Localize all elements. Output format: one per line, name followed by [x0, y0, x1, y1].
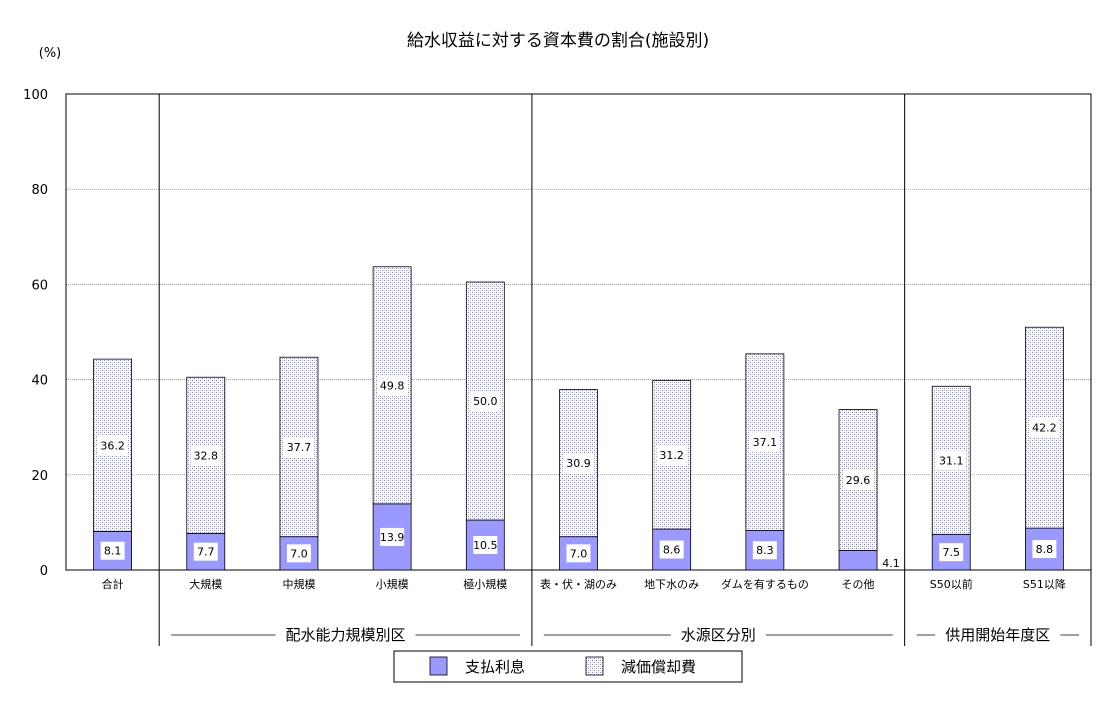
value-label-interest: 8.1	[104, 545, 122, 558]
legend-label-depreciation: 減価償却費	[621, 658, 696, 676]
bar-interest	[931, 533, 971, 571]
value-label-interest: 8.6	[663, 544, 681, 557]
value-label-bg	[843, 470, 874, 491]
value-label-depreciation: 30.9	[566, 457, 591, 470]
x-tick-label: 地下水のみ	[644, 578, 699, 591]
value-label-bg	[283, 436, 314, 457]
value-label-bg	[190, 445, 221, 466]
x-tick-label: 小規模	[376, 577, 409, 591]
value-label-bg	[939, 543, 964, 562]
value-label-interest: 8.8	[1036, 543, 1054, 556]
value-label-depreciation: 31.2	[659, 449, 684, 462]
y-tick-label: 20	[31, 469, 48, 484]
value-label-depreciation: 36.2	[100, 439, 125, 452]
bar-interest	[838, 550, 878, 571]
value-label-depreciation: 50.0	[473, 395, 498, 408]
value-label-interest: 4.1	[882, 557, 900, 570]
group-label: 水源区分別	[681, 626, 756, 644]
chart-title: 給水収益に対する資本費の割合(施設別)	[407, 31, 709, 51]
x-tick-label: 表・伏・湖のみ	[540, 577, 617, 591]
legend-swatch-interest	[429, 656, 448, 676]
legend-box	[393, 650, 743, 683]
value-label-bg	[1032, 540, 1057, 559]
y-tick-label: 100	[23, 88, 48, 103]
value-label-interest: 7.0	[290, 547, 308, 560]
y-tick-label: 80	[31, 183, 48, 198]
value-label-depreciation: 29.6	[846, 474, 871, 487]
value-label-depreciation: 37.7	[287, 441, 312, 454]
group-labels: 配水能力規模別区 水源区分別 供用開始年度区	[171, 626, 1079, 644]
bars	[93, 266, 1064, 571]
x-tick-label: ダムを有するもの	[721, 577, 809, 591]
legend: 支払利息 減価償却費	[393, 650, 743, 683]
value-label-depreciation: 37.1	[753, 436, 778, 449]
group-label: 供用開始年度区	[945, 626, 1050, 644]
y-tick-label: 0	[40, 564, 48, 579]
value-label-interest: 10.5	[473, 539, 498, 552]
x-tick-label: その他	[842, 578, 875, 591]
value-label-bg	[193, 542, 218, 561]
y-axis: 0 20 40 60 80 100	[23, 88, 48, 579]
value-label-bg	[380, 527, 405, 546]
value-label-depreciation: 49.8	[380, 379, 405, 392]
value-label-bg	[473, 536, 498, 555]
value-label-interest: 13.9	[380, 531, 405, 544]
value-label-bg	[97, 435, 128, 456]
value-label-bg	[377, 375, 408, 396]
x-tick-label: 合計	[102, 577, 124, 591]
value-label-depreciation: 42.2	[1032, 422, 1057, 435]
value-label-bg	[752, 541, 777, 560]
value-label-bg	[563, 453, 594, 474]
x-tick-label: 大規模	[189, 577, 222, 591]
value-label-interest: 7.0	[570, 547, 588, 560]
value-label-interest: 7.7	[197, 546, 215, 559]
value-label-interest: 8.3	[756, 544, 774, 557]
x-tick-label: 極小規模	[463, 577, 507, 591]
value-label-bg	[100, 541, 125, 560]
value-label-bg	[749, 432, 780, 453]
legend-label-interest: 支払利息	[465, 658, 525, 676]
value-label-interest: 7.5	[942, 546, 960, 559]
x-tick-label: S50以前	[930, 577, 973, 591]
legend-swatch-depreciation	[585, 656, 604, 676]
value-label-bg	[286, 544, 311, 563]
value-label-depreciation: 31.1	[939, 454, 964, 467]
unit-label: (%)	[39, 46, 62, 61]
value-labels: 8.1 36.2 7.7 32.8 7.0 37.7 13.9 49.8 10.5 50.0 7.0…	[97, 375, 1060, 570]
value-label-bg	[659, 540, 684, 559]
value-label-bg	[1029, 417, 1060, 438]
value-label-bg	[656, 444, 687, 465]
x-tick-label: S51以降	[1023, 577, 1066, 591]
value-label-bg	[936, 450, 967, 471]
value-label-bg	[470, 391, 501, 412]
group-label: 配水能力規模別区	[286, 626, 406, 644]
value-label-depreciation: 32.8	[194, 449, 219, 462]
y-tick-label: 60	[31, 278, 48, 293]
x-axis-labels: 合計 大規模 中規模 小規模 極小規模 表・伏・湖のみ 地下水のみ ダムを有するもの その他 S5…	[102, 577, 1066, 591]
y-tick-label: 40	[31, 374, 48, 389]
value-label-bg	[566, 544, 591, 563]
x-tick-label: 中規模	[282, 577, 315, 591]
